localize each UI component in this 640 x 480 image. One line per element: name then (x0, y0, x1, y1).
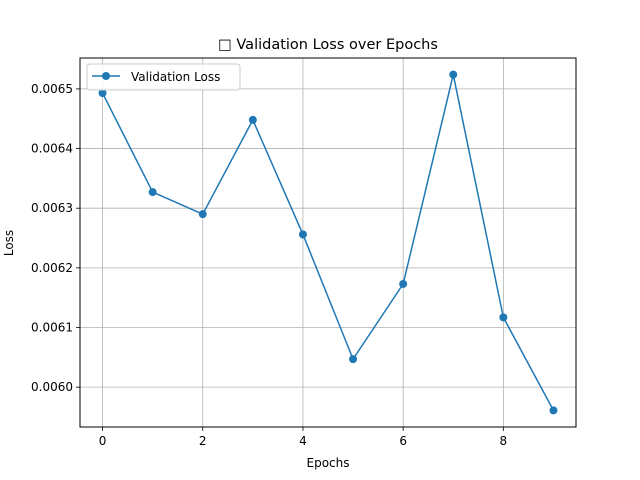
data-point (399, 279, 408, 288)
x-tick-label: 2 (199, 434, 207, 448)
series-layer (98, 70, 558, 415)
grid-lines (80, 58, 576, 427)
data-point (298, 230, 307, 239)
x-tick-label: 8 (500, 434, 508, 448)
data-point (549, 406, 558, 415)
data-point (248, 115, 257, 124)
x-tick-label: 0 (99, 434, 107, 448)
series-line-validation-loss (101, 73, 555, 411)
legend-entry-validation-loss: Validation Loss (131, 70, 220, 84)
legend-marker-swatch (102, 72, 110, 80)
data-point (449, 70, 458, 79)
axis-ticks: 0 2 4 6 8 0.0060 0.0061 0.0062 0.0063 0.0064 0.006… (31, 82, 507, 448)
y-axis-label: Loss (2, 230, 16, 256)
legend: Validation Loss (86, 63, 241, 91)
y-tick-label: 0.0063 (31, 201, 73, 215)
chart-title: □ Validation Loss over Epochs (218, 37, 438, 53)
plot-area-frame (79, 57, 577, 428)
data-point (349, 355, 358, 364)
data-point (499, 313, 508, 322)
legend-box (86, 63, 241, 91)
data-point (148, 188, 157, 197)
x-tick-label: 6 (399, 434, 407, 448)
x-tick-label: 4 (299, 434, 307, 448)
y-tick-label: 0.0061 (31, 321, 73, 335)
x-axis-label: Epochs (307, 456, 350, 470)
y-tick-label: 0.0062 (31, 261, 73, 275)
y-tick-label: 0.0064 (31, 142, 73, 156)
y-tick-label: 0.0060 (31, 380, 73, 394)
data-point (198, 210, 207, 219)
y-tick-label: 0.0065 (31, 82, 73, 96)
data-point (98, 89, 107, 98)
